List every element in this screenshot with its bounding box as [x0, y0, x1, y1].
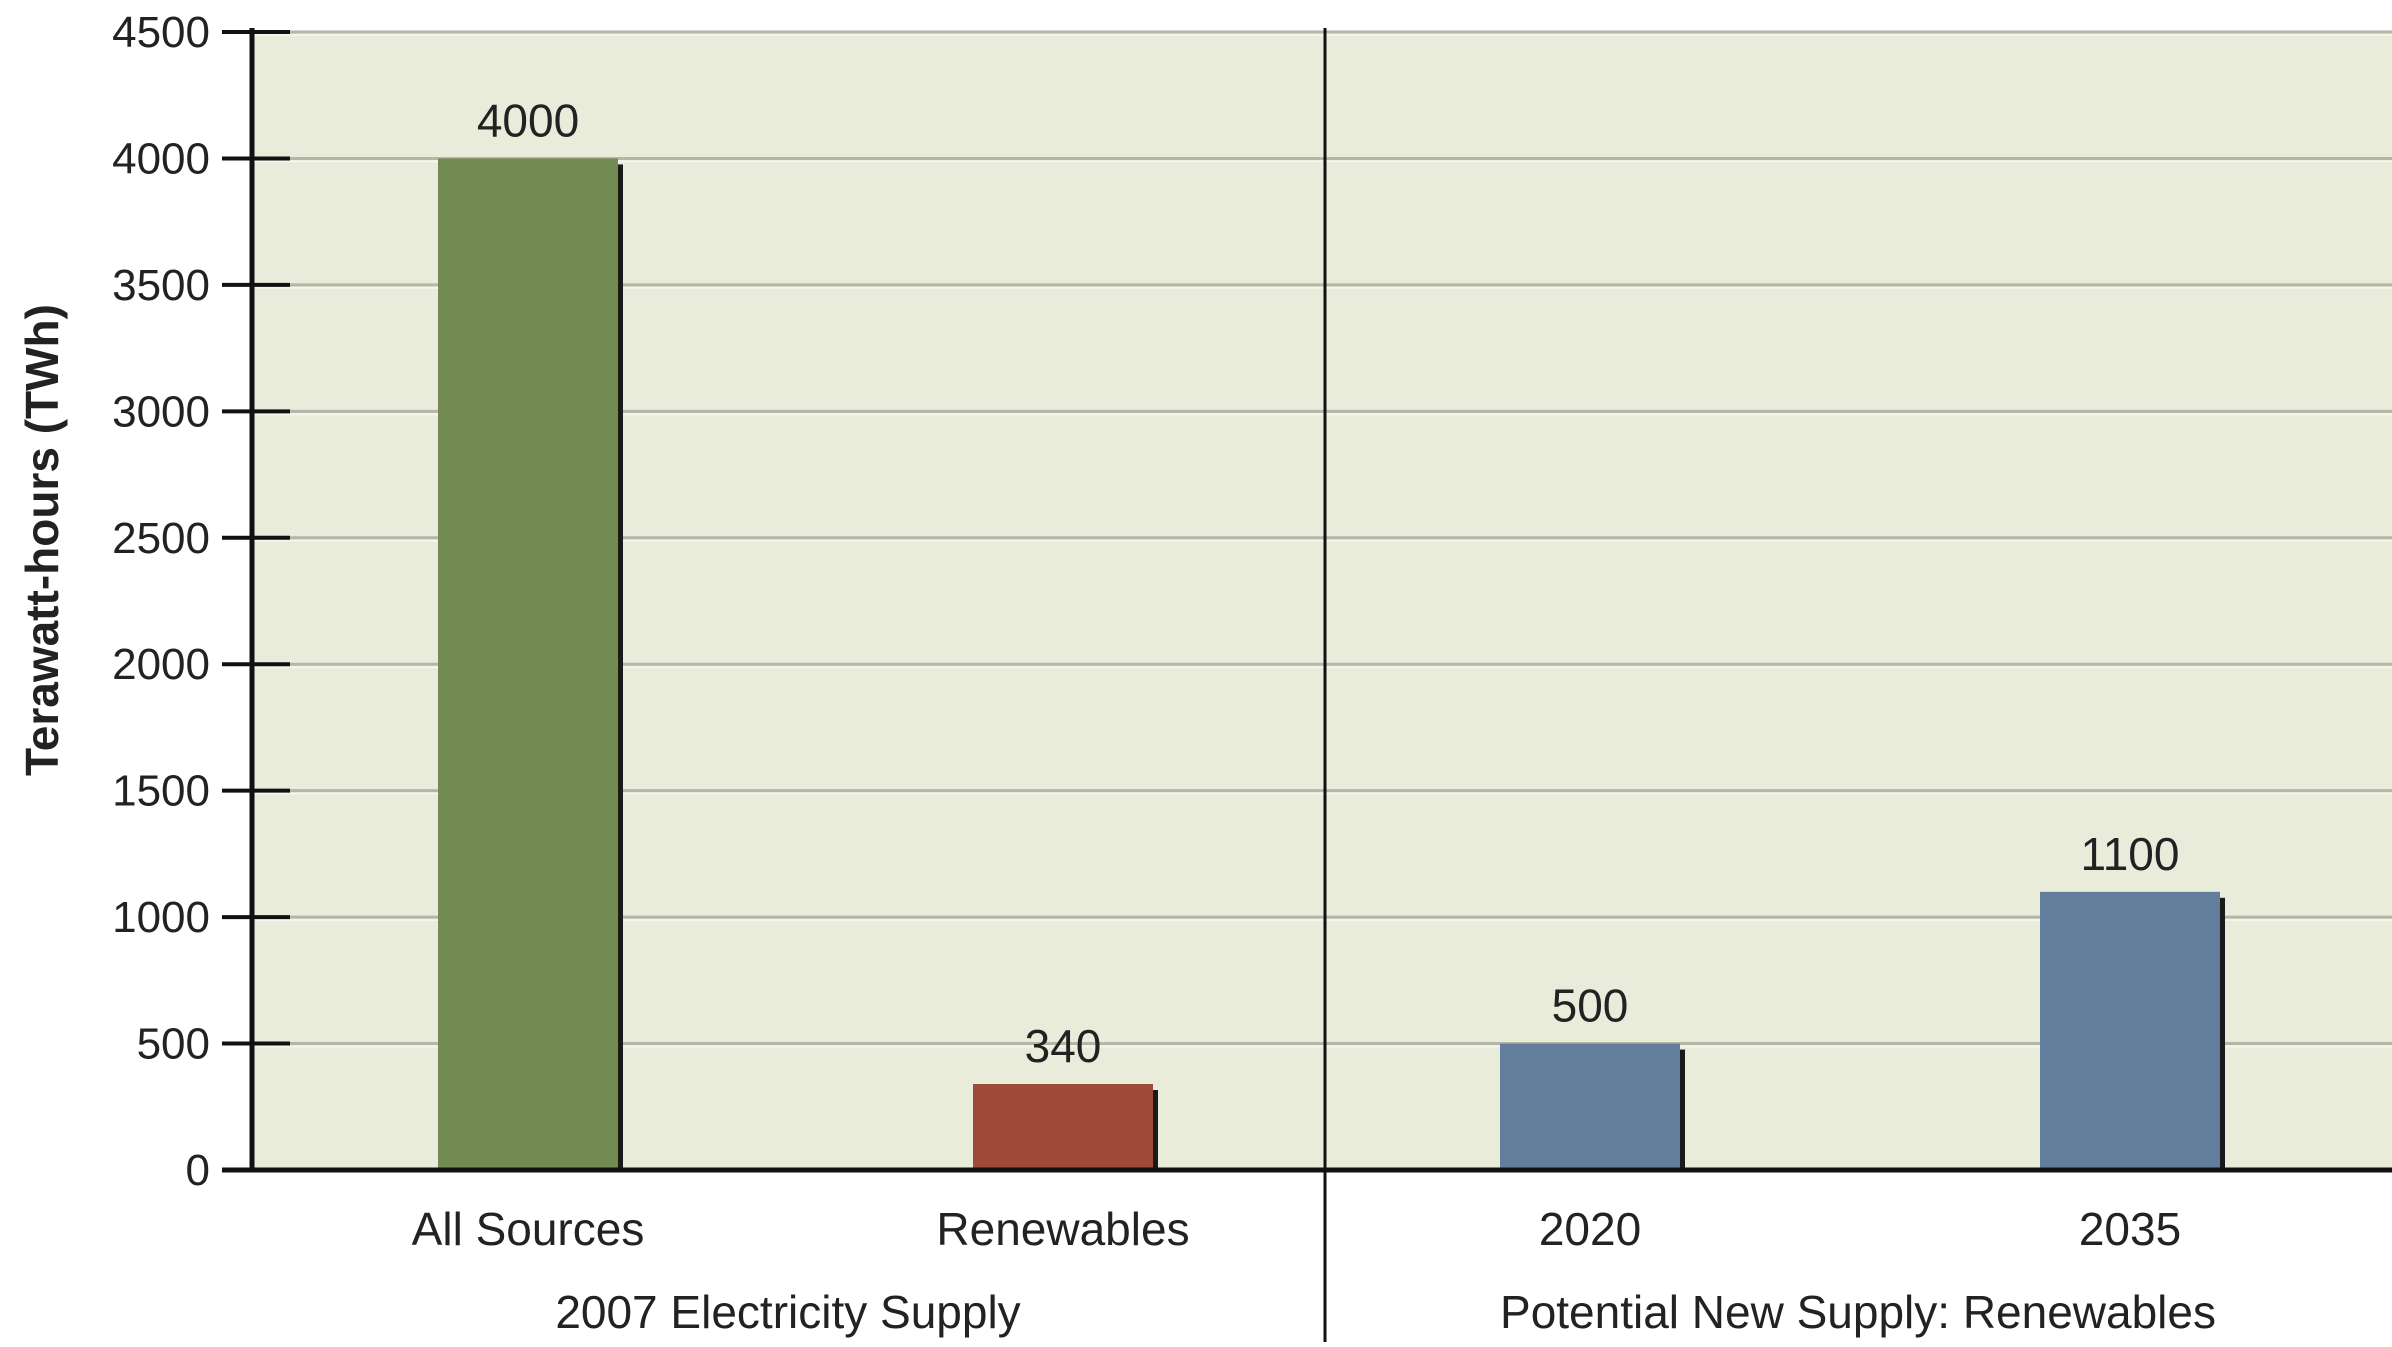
y-tick-label: 500 [137, 1020, 210, 1069]
bar-value-label: 1100 [2081, 828, 2180, 880]
x-tick-label: Renewables [936, 1203, 1189, 1255]
bar-value-label: 4000 [477, 94, 579, 146]
bar [1500, 1043, 1680, 1170]
y-tick-label: 4500 [112, 8, 210, 57]
bar [973, 1084, 1153, 1170]
group-label: 2007 Electricity Supply [555, 1286, 1020, 1338]
y-tick-label: 1500 [112, 767, 210, 816]
bar-value-label: 340 [1025, 1020, 1102, 1072]
y-tick-label: 3000 [112, 387, 210, 436]
y-tick-label: 4000 [112, 134, 210, 183]
x-tick-label: 2020 [1539, 1203, 1641, 1255]
bar-value-label: 500 [1552, 980, 1629, 1032]
x-tick-label: All Sources [412, 1203, 645, 1255]
bar [2040, 891, 2220, 1170]
y-tick-label: 2000 [112, 640, 210, 689]
bars [438, 158, 2225, 1170]
axes [222, 28, 2392, 1342]
y-tick-label: 2500 [112, 514, 210, 563]
bar [438, 158, 618, 1170]
y-tick-label: 3500 [112, 261, 210, 310]
group-label: Potential New Supply: Renewables [1500, 1286, 2216, 1338]
y-tick-label: 0 [186, 1146, 210, 1195]
labels: 0 500 1000 1500 2000 2500 3000 3500 4000 4500 4000… [16, 8, 2216, 1338]
y-tick-label: 1000 [112, 893, 210, 942]
x-tick-label: 2035 [2079, 1203, 2181, 1255]
y-axis-title: Terawatt-hours (TWh) [16, 304, 68, 776]
